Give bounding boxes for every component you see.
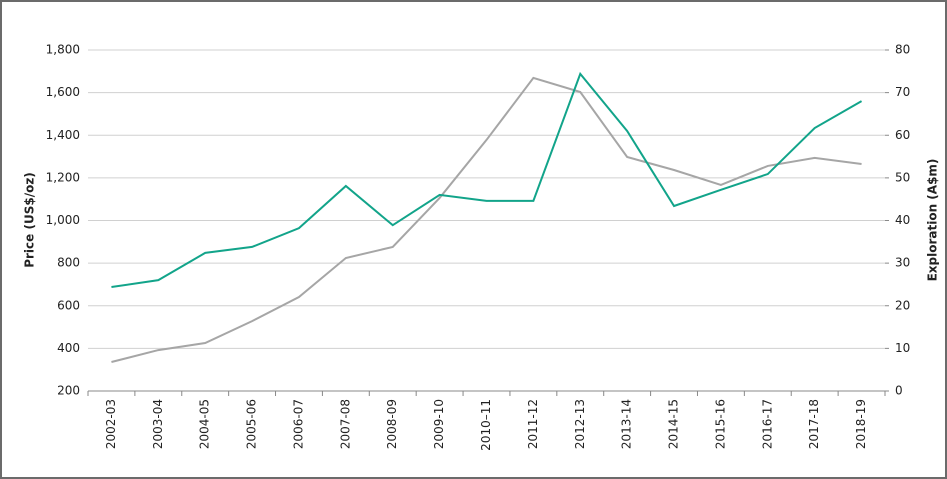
y-tick-label: 800 <box>57 256 80 270</box>
y-tick-label: 1,800 <box>46 43 80 57</box>
y-axis-label: Price (US$/oz) <box>23 172 37 268</box>
x-tick-label: 2015-16 <box>713 399 727 449</box>
x-tick-label: 2016-17 <box>760 399 774 449</box>
x-tick-label: 2005-06 <box>245 399 259 449</box>
x-tick-label: 2010–11 <box>479 399 493 451</box>
x-tick-label: 2004-05 <box>198 399 212 449</box>
x-tick-label: 2003-04 <box>151 399 165 449</box>
x-tick-label: 2018-19 <box>854 399 868 449</box>
y-tick-label: 400 <box>57 341 80 355</box>
y-tick-label: 200 <box>57 384 80 398</box>
x-tick-label: 2011-12 <box>526 399 540 449</box>
y2-tick-label: 60 <box>895 128 910 142</box>
y2-tick-label: 70 <box>895 85 910 99</box>
series-line <box>111 71 863 288</box>
y2-tick-label: 20 <box>895 298 910 312</box>
x-tick-label: 2009-10 <box>432 399 446 449</box>
x-tick-label: 2012-13 <box>573 399 587 449</box>
y-tick-label: 1,400 <box>46 128 80 142</box>
x-tick-label: 2013-14 <box>620 399 634 449</box>
y2-tick-label: 50 <box>895 170 910 184</box>
x-tick-label: 2008-09 <box>385 399 399 449</box>
x-tick-label: 2014-15 <box>667 399 681 449</box>
y-tick-label: 1,600 <box>46 85 80 99</box>
y2-tick-label: 10 <box>895 341 910 355</box>
y2-tick-label: 40 <box>895 213 910 227</box>
series-line <box>111 76 862 363</box>
y2-tick-label: 30 <box>895 256 910 270</box>
y2-tick-label: 0 <box>895 384 903 398</box>
y-tick-label: 600 <box>57 298 80 312</box>
y2-axis-label: Exploration (A$m) <box>926 159 940 282</box>
y2-tick-label: 80 <box>895 43 910 57</box>
x-tick-label: 2002-03 <box>104 399 118 449</box>
y-tick-label: 1,200 <box>46 170 80 184</box>
x-tick-label: 2007-08 <box>338 399 352 449</box>
y-tick-label: 1,000 <box>46 213 80 227</box>
x-tick-label: 2006-07 <box>291 399 305 449</box>
x-tick-label: 2017-18 <box>807 399 821 449</box>
